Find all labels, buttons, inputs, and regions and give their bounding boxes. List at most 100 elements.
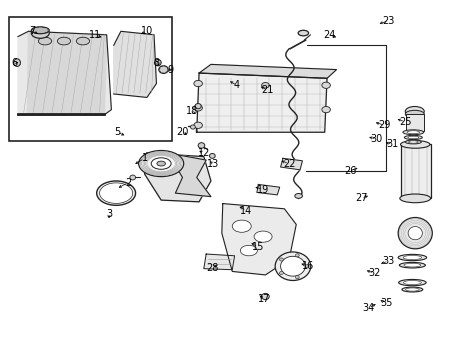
- Ellipse shape: [295, 193, 302, 198]
- Text: 35: 35: [380, 298, 392, 308]
- Polygon shape: [199, 64, 337, 78]
- Text: 25: 25: [399, 117, 411, 127]
- Ellipse shape: [401, 141, 430, 148]
- Text: 8: 8: [154, 58, 159, 68]
- Text: 32: 32: [368, 268, 381, 278]
- Polygon shape: [281, 158, 302, 170]
- Text: 12: 12: [198, 148, 210, 158]
- Text: 4: 4: [234, 80, 240, 90]
- Ellipse shape: [405, 106, 424, 116]
- Ellipse shape: [275, 252, 311, 280]
- Ellipse shape: [403, 255, 422, 260]
- Text: 22: 22: [283, 159, 295, 168]
- Ellipse shape: [139, 150, 184, 177]
- Polygon shape: [145, 153, 211, 202]
- Text: 33: 33: [383, 256, 395, 266]
- Ellipse shape: [159, 66, 168, 73]
- Polygon shape: [114, 31, 156, 97]
- Text: 2: 2: [125, 178, 131, 188]
- Ellipse shape: [97, 181, 136, 205]
- Ellipse shape: [76, 37, 90, 45]
- Ellipse shape: [195, 104, 201, 109]
- Text: 1: 1: [142, 153, 147, 163]
- Ellipse shape: [404, 263, 421, 267]
- Ellipse shape: [155, 60, 161, 66]
- Ellipse shape: [232, 220, 251, 232]
- Ellipse shape: [38, 37, 52, 45]
- Text: 34: 34: [363, 303, 375, 313]
- Ellipse shape: [405, 140, 421, 144]
- Ellipse shape: [280, 258, 283, 261]
- Text: 16: 16: [302, 261, 314, 271]
- Polygon shape: [222, 204, 296, 275]
- Text: 6: 6: [11, 58, 17, 68]
- Text: 14: 14: [240, 206, 253, 215]
- Ellipse shape: [281, 256, 305, 276]
- Ellipse shape: [402, 287, 423, 292]
- Ellipse shape: [191, 125, 195, 129]
- Text: 23: 23: [383, 16, 395, 26]
- Ellipse shape: [31, 27, 49, 34]
- Ellipse shape: [408, 227, 422, 240]
- Text: 28: 28: [206, 263, 219, 273]
- Ellipse shape: [403, 130, 424, 135]
- Ellipse shape: [322, 82, 330, 88]
- Text: 15: 15: [252, 242, 264, 252]
- Ellipse shape: [280, 271, 283, 275]
- Bar: [406, 114, 424, 130]
- Ellipse shape: [407, 131, 419, 134]
- Polygon shape: [27, 31, 107, 115]
- Ellipse shape: [262, 82, 269, 88]
- Polygon shape: [257, 184, 280, 195]
- Ellipse shape: [406, 288, 419, 291]
- Ellipse shape: [14, 59, 20, 66]
- Text: 3: 3: [106, 209, 112, 219]
- Ellipse shape: [194, 122, 202, 128]
- Ellipse shape: [194, 105, 202, 111]
- Ellipse shape: [404, 135, 422, 140]
- Ellipse shape: [194, 80, 202, 87]
- Ellipse shape: [409, 141, 418, 143]
- Ellipse shape: [399, 262, 426, 268]
- Ellipse shape: [157, 161, 165, 166]
- Ellipse shape: [322, 106, 330, 113]
- Ellipse shape: [31, 28, 49, 38]
- Ellipse shape: [305, 264, 309, 268]
- Text: 9: 9: [168, 65, 173, 74]
- Text: 24: 24: [323, 30, 336, 40]
- Ellipse shape: [240, 245, 257, 256]
- Ellipse shape: [298, 30, 309, 36]
- Text: 10: 10: [141, 26, 153, 36]
- Text: 30: 30: [371, 134, 383, 144]
- Ellipse shape: [57, 37, 71, 45]
- Polygon shape: [204, 254, 235, 270]
- Ellipse shape: [398, 218, 432, 249]
- Text: 13: 13: [207, 159, 219, 168]
- Ellipse shape: [100, 183, 133, 203]
- Ellipse shape: [198, 143, 205, 148]
- Polygon shape: [197, 73, 327, 132]
- Ellipse shape: [262, 293, 269, 300]
- Ellipse shape: [403, 280, 421, 285]
- Text: 26: 26: [345, 166, 357, 175]
- Ellipse shape: [254, 231, 272, 242]
- Polygon shape: [18, 31, 111, 115]
- Text: 21: 21: [262, 86, 274, 95]
- Text: 18: 18: [186, 106, 198, 116]
- Text: 11: 11: [89, 30, 101, 40]
- Ellipse shape: [398, 254, 427, 261]
- Ellipse shape: [405, 110, 424, 118]
- Ellipse shape: [399, 279, 426, 286]
- Ellipse shape: [295, 276, 299, 279]
- Ellipse shape: [295, 254, 299, 257]
- Bar: [401, 144, 431, 198]
- Text: 27: 27: [355, 193, 367, 203]
- Bar: [9, 17, 172, 141]
- Ellipse shape: [210, 153, 215, 158]
- Ellipse shape: [130, 175, 136, 180]
- Polygon shape: [168, 153, 211, 197]
- Ellipse shape: [151, 158, 171, 169]
- Text: 5: 5: [114, 127, 121, 137]
- Text: 29: 29: [379, 120, 391, 130]
- Text: 20: 20: [176, 127, 189, 137]
